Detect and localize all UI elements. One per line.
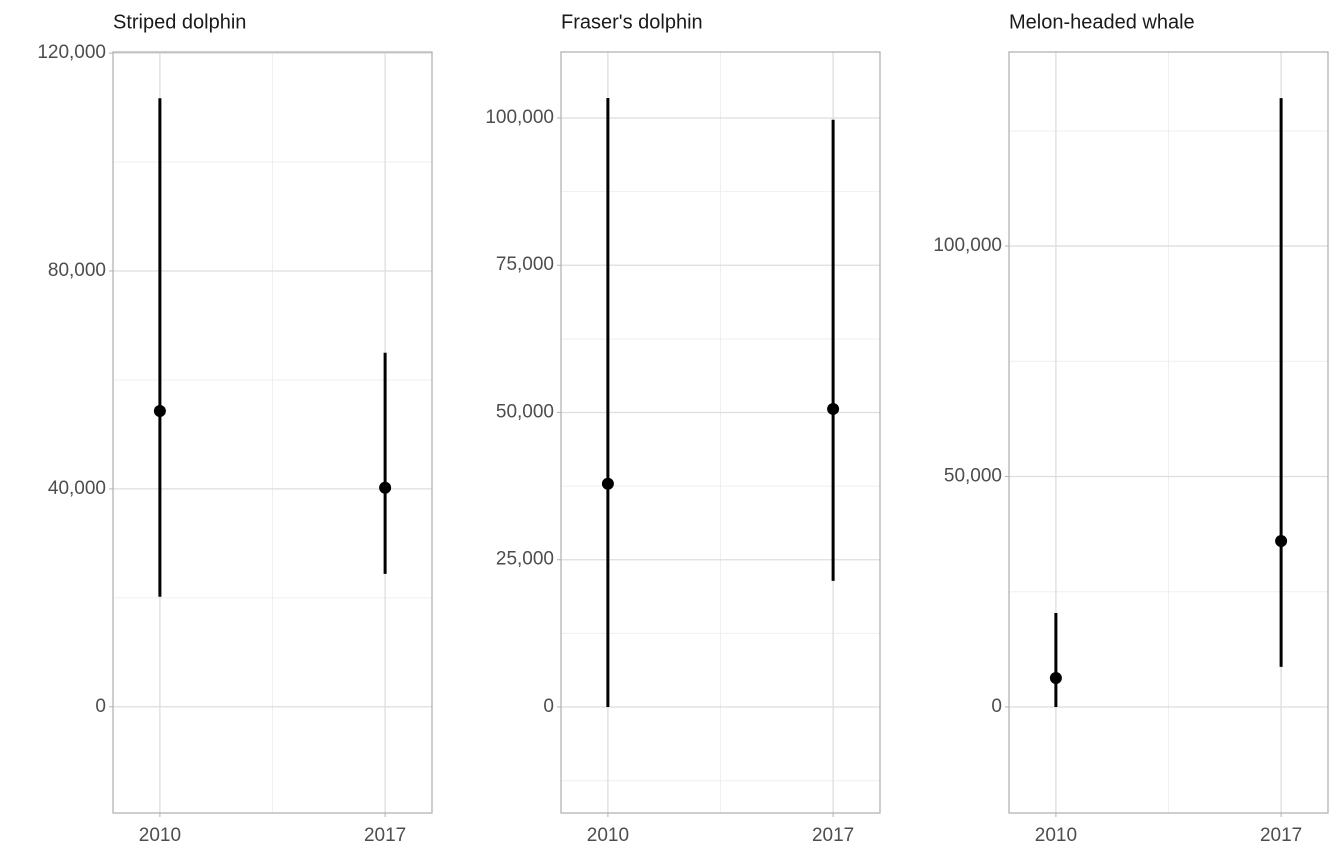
y-tick-label: 120,000 xyxy=(37,42,106,63)
point xyxy=(1049,671,1062,684)
point xyxy=(827,402,840,415)
y-tick-label: 100,000 xyxy=(933,235,1002,256)
x-tick-label: 2010 xyxy=(1035,825,1077,846)
y-tick-label: 80,000 xyxy=(48,260,106,281)
y-tick-label: 25,000 xyxy=(496,549,554,570)
panel-border xyxy=(560,51,881,814)
panel-title: Melon-headed whale xyxy=(1009,11,1195,33)
y-tick-label: 50,000 xyxy=(944,466,1002,487)
y-tick-label: 40,000 xyxy=(48,478,106,499)
panel-title: Fraser's dolphin xyxy=(561,11,703,33)
x-tick-label: 2017 xyxy=(812,825,854,846)
y-tick-label: 0 xyxy=(991,696,1002,717)
y-tick-label: 0 xyxy=(95,696,106,717)
point xyxy=(1275,535,1288,548)
y-tick-label: 75,000 xyxy=(496,254,554,275)
x-tick-label: 2017 xyxy=(364,825,406,846)
y-tick-label: 50,000 xyxy=(496,401,554,422)
panel-border xyxy=(112,51,433,814)
y-tick-label: 100,000 xyxy=(485,107,554,128)
panel-border xyxy=(1008,51,1329,814)
x-tick-label: 2017 xyxy=(1260,825,1302,846)
point xyxy=(153,404,166,417)
x-tick-label: 2010 xyxy=(587,825,629,846)
panel-title: Striped dolphin xyxy=(113,11,246,33)
point xyxy=(601,477,614,490)
y-tick-label: 0 xyxy=(543,696,554,717)
x-tick-label: 2010 xyxy=(139,825,181,846)
point xyxy=(379,481,392,494)
